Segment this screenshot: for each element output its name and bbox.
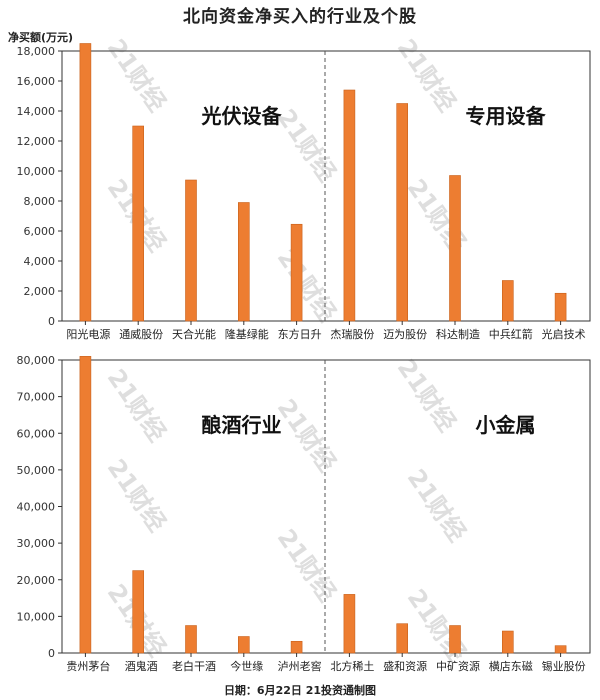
group-label: 小金属: [476, 413, 536, 437]
x-category-label: 横店东磁: [489, 659, 533, 673]
watermark-text: 21财经: [402, 174, 472, 257]
y-axis-unit-label: 净买额(万元): [8, 31, 74, 44]
group-label: 光伏设备: [201, 104, 283, 128]
bar: [343, 594, 356, 654]
watermark-text: 21财经: [402, 584, 472, 667]
bar: [79, 43, 92, 322]
x-category-label: 酒鬼酒: [125, 659, 158, 673]
y-tick-label: 0: [48, 647, 55, 660]
y-tick-label: 10,000: [17, 165, 56, 178]
watermark-text: 21财经: [102, 454, 172, 537]
x-category-label: 天合光能: [172, 327, 216, 341]
y-tick-label: 0: [48, 315, 55, 328]
y-tick-label: 10,000: [17, 610, 56, 623]
chart-title: 北向资金净买入的行业及个股: [183, 7, 417, 27]
footer-note: 日期：6月22日 21投资通制图: [223, 684, 377, 697]
y-tick-label: 14,000: [17, 105, 56, 118]
x-category-label: 锡业股份: [542, 659, 586, 673]
watermark-text: 21财经: [272, 394, 342, 477]
bar: [501, 630, 514, 654]
x-category-label: 光启技术: [542, 327, 586, 341]
watermark-text: 21财经: [102, 364, 172, 447]
watermark-text: 21财经: [402, 464, 472, 547]
group-label: 专用设备: [466, 104, 547, 128]
group-label: 酿酒行业: [202, 413, 282, 437]
y-tick-label: 16,000: [17, 75, 56, 88]
y-tick-label: 18,000: [17, 45, 56, 58]
bar: [290, 223, 303, 322]
bar: [396, 103, 409, 322]
x-category-label: 北方稀土: [330, 659, 374, 673]
bar: [290, 640, 303, 654]
y-tick-label: 8,000: [24, 195, 56, 208]
bar: [449, 625, 461, 654]
bar: [554, 645, 567, 654]
y-tick-label: 50,000: [17, 464, 56, 477]
bar: [396, 623, 409, 654]
y-tick-label: 80,000: [17, 354, 56, 367]
x-category-label: 中矿资源: [436, 659, 480, 673]
x-category-label: 阳光电源: [66, 327, 110, 341]
watermark-text: 21财经: [272, 524, 342, 607]
bar: [238, 636, 250, 654]
bar: [132, 125, 144, 322]
bar: [238, 202, 250, 322]
y-tick-label: 60,000: [17, 427, 56, 440]
bar: [185, 625, 197, 654]
bar: [79, 356, 92, 654]
y-tick-label: 4,000: [24, 255, 56, 268]
y-tick-label: 2,000: [24, 285, 56, 298]
x-category-label: 泸州老窖: [278, 659, 322, 673]
x-category-label: 隆基绿能: [225, 327, 269, 341]
y-tick-label: 6,000: [24, 225, 56, 238]
watermark-text: 21财经: [392, 354, 462, 437]
x-category-label: 老白干酒: [172, 659, 216, 673]
plot-frame: [61, 50, 591, 322]
x-category-label: 科达制造: [436, 327, 480, 341]
bar: [501, 280, 514, 322]
watermark-text: 21财经: [102, 34, 172, 117]
bar: [132, 570, 144, 654]
x-category-label: 盛和资源: [383, 659, 427, 673]
y-tick-label: 70,000: [17, 391, 56, 404]
x-category-label: 迈为股份: [383, 328, 427, 341]
x-category-label: 杰瑞股份: [330, 327, 374, 341]
watermark-text: 21财经: [272, 104, 342, 187]
y-tick-label: 12,000: [17, 135, 56, 148]
bar: [449, 175, 461, 322]
x-category-label: 中兵红箭: [489, 327, 533, 341]
x-category-label: 今世缘: [230, 659, 263, 673]
bar: [343, 89, 356, 322]
watermark-text: 21财经: [272, 244, 342, 327]
bar: [185, 179, 197, 322]
x-category-label: 贵州茅台: [66, 659, 110, 673]
x-category-label: 东方日升: [278, 327, 322, 341]
y-tick-label: 20,000: [17, 574, 56, 587]
bar: [554, 292, 567, 322]
y-tick-label: 40,000: [17, 501, 56, 514]
y-tick-label: 30,000: [17, 537, 56, 550]
x-category-label: 通威股份: [119, 328, 163, 341]
